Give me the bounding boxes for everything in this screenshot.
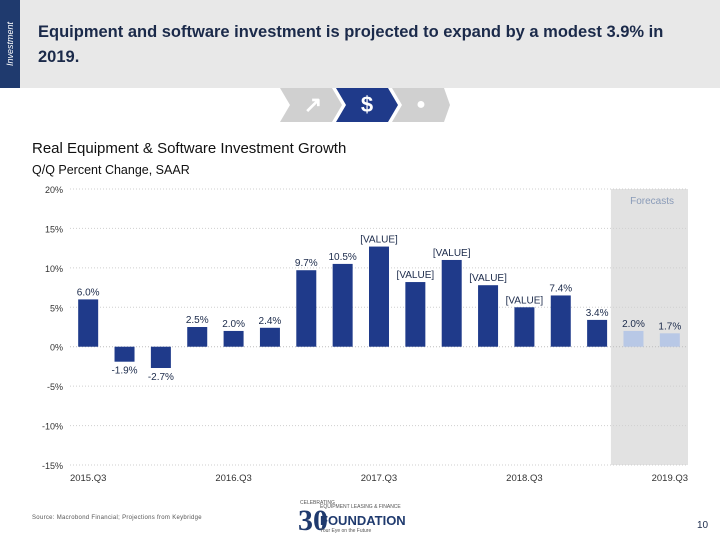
bar — [405, 282, 426, 347]
data-label: 2.5% — [186, 315, 209, 326]
y-tick-label: -5% — [47, 382, 63, 392]
bar — [296, 270, 317, 347]
data-label: 2.0% — [622, 319, 645, 330]
bar — [332, 263, 353, 347]
bar — [150, 346, 171, 369]
x-tick-label: 2018.Q3 — [506, 473, 542, 484]
icon-strip-background — [280, 88, 450, 122]
logo-celebrating: CELEBRATING — [300, 500, 335, 506]
lightbulb-icon: ● — [416, 96, 426, 113]
bar — [114, 346, 135, 362]
data-label: [VALUE] — [469, 273, 507, 284]
bar — [550, 295, 571, 347]
bar — [659, 333, 680, 347]
data-label: [VALUE] — [433, 248, 471, 259]
section-tab: Investment — [0, 0, 20, 88]
source-note: Source: Macrobond Financial; Projections… — [32, 515, 202, 521]
data-label: [VALUE] — [360, 235, 398, 246]
y-tick-label: 5% — [50, 303, 63, 313]
logo-org-line: EQUIPMENT LEASING & FINANCE — [320, 504, 401, 510]
y-tick-label: 10% — [45, 264, 63, 274]
bar — [514, 307, 535, 347]
bar — [587, 319, 608, 347]
x-tick-label: 2017.Q3 — [361, 473, 397, 484]
data-label: 10.5% — [328, 252, 356, 263]
data-label: 9.7% — [295, 258, 318, 269]
dollar-icon: $ — [360, 92, 374, 117]
chart-title: Real Equipment & Software Investment Gro… — [32, 140, 347, 157]
data-label: 7.4% — [549, 283, 572, 294]
header-band — [20, 0, 720, 88]
logo-tagline: Your Eye on the Future — [320, 528, 372, 534]
data-label: [VALUE] — [397, 270, 435, 281]
x-tick-label: 2016.Q3 — [215, 473, 251, 484]
y-tick-label: -15% — [42, 461, 63, 471]
data-label: -2.7% — [148, 372, 174, 383]
data-label: 3.4% — [586, 308, 609, 319]
bar — [78, 299, 99, 347]
logo-number: 30 — [298, 504, 328, 537]
y-tick-label: -10% — [42, 422, 63, 432]
data-label: -1.9% — [111, 366, 137, 377]
foundation-logo: CELEBRATING 30 EQUIPMENT LEASING & FINAN… — [298, 500, 433, 540]
growth-arrow-icon: ↗ — [303, 92, 323, 117]
bar — [623, 330, 644, 347]
page-title: Equipment and software investment is pro… — [38, 23, 664, 66]
data-label: 2.0% — [222, 319, 245, 330]
logo-name: FOUNDATION — [320, 513, 406, 528]
dollar-tab-shape — [336, 88, 398, 122]
section-icon-strip: ↗ $ ● — [280, 88, 450, 122]
x-tick-label: 2015.Q3 — [70, 473, 106, 484]
y-tick-label: 20% — [45, 185, 63, 195]
x-tick-label: 2019.Q3 — [652, 473, 688, 484]
bar — [223, 330, 244, 347]
y-tick-label: 0% — [50, 343, 63, 353]
chart-subtitle: Q/Q Percent Change, SAAR — [32, 163, 190, 177]
growth-tab-shape — [280, 88, 342, 122]
data-label: 2.4% — [259, 316, 282, 327]
data-label: 1.7% — [658, 321, 681, 332]
bar — [187, 327, 208, 347]
y-tick-label: 15% — [45, 224, 63, 234]
page-number: 10 — [697, 520, 709, 531]
data-label: 6.0% — [77, 287, 100, 298]
bar — [478, 285, 499, 347]
bar — [259, 327, 280, 347]
bar — [441, 259, 462, 347]
idea-tab-shape — [392, 88, 450, 122]
bar — [369, 246, 389, 347]
forecast-label: Forecasts — [630, 196, 674, 207]
data-label: [VALUE] — [506, 295, 544, 306]
forecast-region — [610, 189, 688, 465]
